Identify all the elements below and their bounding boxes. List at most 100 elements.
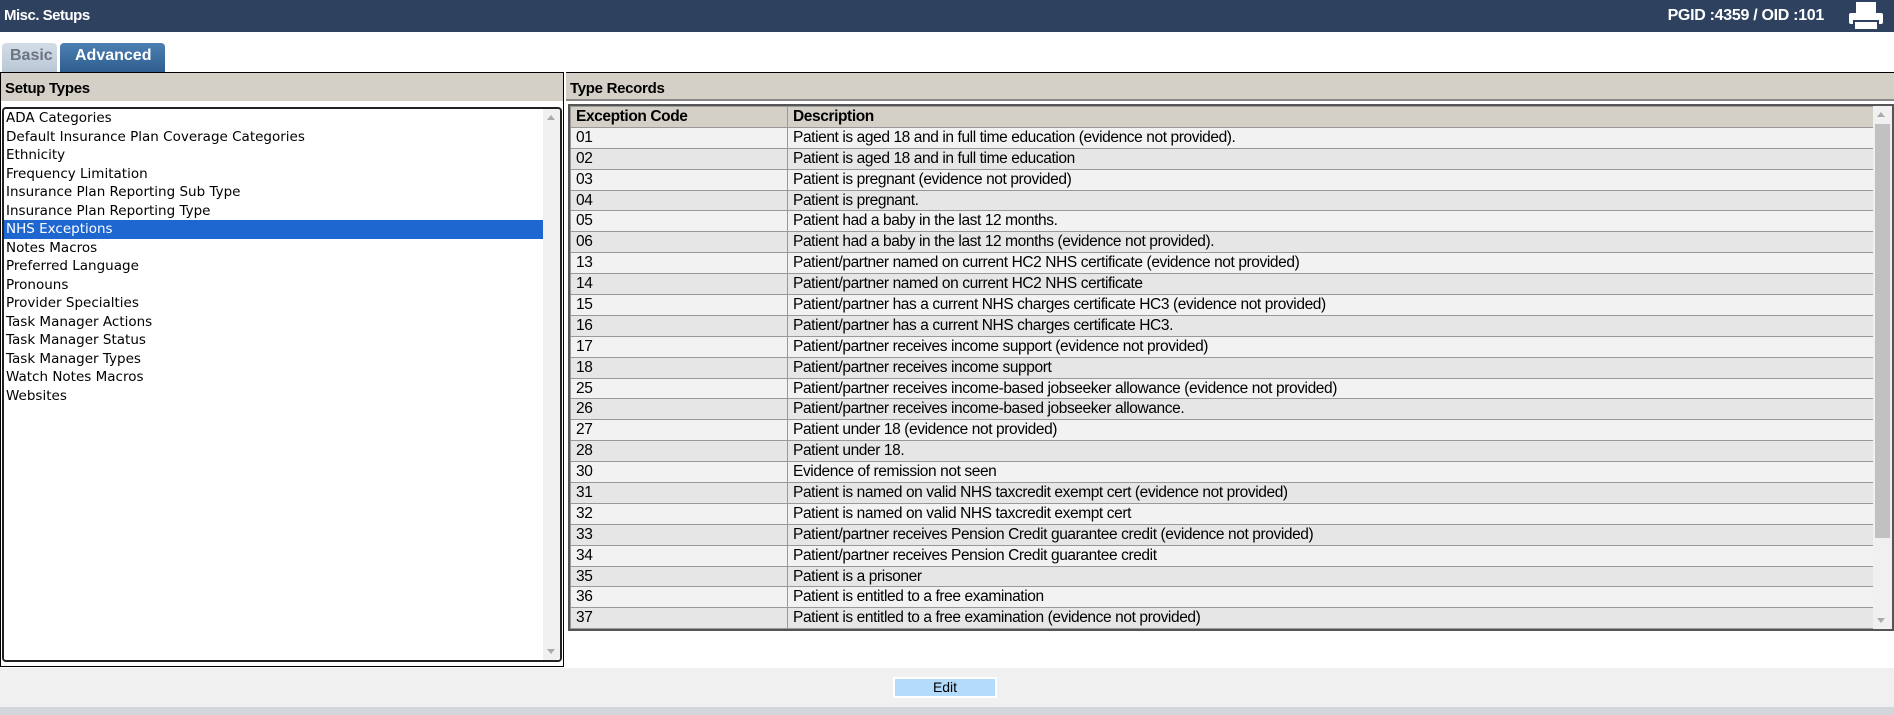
exception-code-cell: 34 xyxy=(570,544,788,567)
table-row[interactable]: 05 Patient had a baby in the last 12 mont… xyxy=(570,210,1875,233)
description-cell: Patient is entitled to a free examinatio… xyxy=(787,607,1875,629)
table-row[interactable]: 36 Patient is entitled to a free examinat… xyxy=(570,586,1875,609)
scroll-up-icon[interactable] xyxy=(1877,112,1885,117)
table-row[interactable]: 37 Patient is entitled to a free examinat… xyxy=(570,607,1875,629)
table-row[interactable]: 30 Evidence of remission not seen xyxy=(570,461,1875,484)
table-row[interactable]: 17 Patient/partner receives income suppor… xyxy=(570,335,1875,358)
description-cell: Patient/partner receives income support xyxy=(787,356,1875,379)
exception-code-cell: 37 xyxy=(570,607,788,629)
setup-type-item[interactable]: Task Manager Status xyxy=(6,332,146,348)
description-cell: Patient/partner receives Pension Credit … xyxy=(787,523,1875,546)
exception-code-cell: 33 xyxy=(570,523,788,546)
description-cell: Patient/partner receives income support … xyxy=(787,335,1875,358)
listbox-scrollbar[interactable] xyxy=(543,109,560,660)
setup-type-item[interactable]: Pronouns xyxy=(6,276,69,293)
scroll-down-icon[interactable] xyxy=(547,649,555,654)
scrollbar-thumb[interactable] xyxy=(1875,124,1890,538)
setup-type-item[interactable]: NHS Exceptions xyxy=(4,220,543,239)
exception-code-cell: 25 xyxy=(570,377,788,400)
column-header-description[interactable]: Description xyxy=(787,106,1875,128)
scroll-up-icon[interactable] xyxy=(547,115,555,120)
exception-code-cell: 13 xyxy=(570,252,788,275)
exception-code-cell: 32 xyxy=(570,502,788,525)
table-row[interactable]: 06 Patient had a baby in the last 12 mont… xyxy=(570,231,1875,254)
description-cell: Patient is pregnant. xyxy=(787,189,1875,212)
table-row[interactable]: 13 Patient/partner named on current HC2 N… xyxy=(570,252,1875,275)
table-row[interactable]: 26 Patient/partner receives income-based … xyxy=(570,398,1875,421)
table-row[interactable]: 18 Patient/partner receives income suppor… xyxy=(570,356,1875,379)
setup-type-item[interactable]: ADA Categories xyxy=(6,110,112,126)
exception-code-cell: 18 xyxy=(570,356,788,379)
scroll-down-icon[interactable] xyxy=(1877,618,1885,623)
app-header: Misc. Setups PGID :4359 / OID :101 xyxy=(0,0,1894,32)
pgid-oid-label: PGID :4359 / OID :101 xyxy=(1667,7,1825,24)
printer-icon[interactable] xyxy=(1846,1,1886,31)
exception-code-cell: 35 xyxy=(570,565,788,588)
exception-code-cell: 14 xyxy=(570,273,788,296)
description-cell: Patient/partner has a current NHS charge… xyxy=(787,314,1875,337)
setup-type-item[interactable]: Default Insurance Plan Coverage Categori… xyxy=(6,128,305,145)
description-cell: Patient under 18 (evidence not provided) xyxy=(787,419,1875,442)
description-cell: Patient/partner receives income-based jo… xyxy=(787,398,1875,421)
table-row[interactable]: 33 Patient/partner receives Pension Credi… xyxy=(570,523,1875,546)
description-cell: Patient/partner receives Pension Credit … xyxy=(787,544,1875,567)
description-cell: Patient had a baby in the last 12 months… xyxy=(787,231,1875,254)
setup-type-item[interactable]: Notes Macros xyxy=(6,239,98,256)
exception-code-cell: 27 xyxy=(570,419,788,442)
setup-type-item[interactable]: Provider Specialties xyxy=(6,295,139,311)
description-cell: Patient under 18. xyxy=(787,440,1875,463)
description-cell: Patient/partner receives income-based jo… xyxy=(787,377,1875,400)
description-cell: Patient is named on valid NHS taxcredit … xyxy=(787,482,1875,504)
exception-code-cell: 03 xyxy=(570,168,788,191)
table-row[interactable]: 28 Patient under 18. xyxy=(570,440,1875,463)
table-scrollbar[interactable] xyxy=(1873,106,1892,629)
tab-advanced[interactable]: Advanced xyxy=(60,43,165,72)
setup-type-item[interactable]: Insurance Plan Reporting Type xyxy=(6,202,211,219)
setup-type-item[interactable]: Preferred Language xyxy=(6,258,139,274)
setup-type-item[interactable]: Watch Notes Macros xyxy=(6,369,144,385)
setup-type-item[interactable]: Insurance Plan Reporting Sub Type xyxy=(6,184,241,200)
exception-code-cell: 17 xyxy=(570,335,788,358)
table-row[interactable]: 35 Patient is a prisoner xyxy=(570,565,1875,588)
setup-type-item[interactable]: Task Manager Types xyxy=(6,350,141,367)
table-row[interactable]: 27 Patient under 18 (evidence not provide… xyxy=(570,419,1875,442)
table-row[interactable]: 31 Patient is named on valid NHS taxcredi… xyxy=(570,482,1875,504)
exception-code-cell: 30 xyxy=(570,461,788,484)
description-cell: Evidence of remission not seen xyxy=(787,461,1875,484)
exception-code-cell: 31 xyxy=(570,482,788,504)
table-row[interactable]: 34 Patient/partner receives Pension Credi… xyxy=(570,544,1875,567)
edit-button[interactable]: Edit xyxy=(893,677,997,698)
description-cell: Patient/partner named on current HC2 NHS… xyxy=(787,273,1875,296)
description-cell: Patient is named on valid NHS taxcredit … xyxy=(787,502,1875,525)
table-row[interactable]: 04 Patient is pregnant. xyxy=(570,189,1875,212)
setup-type-item[interactable]: Websites xyxy=(6,387,67,404)
setup-type-item[interactable]: Task Manager Actions xyxy=(6,313,153,330)
table-row[interactable]: 02 Patient is aged 18 and in full time ed… xyxy=(570,147,1875,170)
table-row[interactable]: 01 Patient is aged 18 and in full time ed… xyxy=(570,126,1875,149)
type-records-title: Type Records xyxy=(566,73,1894,101)
tab-basic[interactable]: Basic xyxy=(2,43,57,72)
table-row[interactable]: 03 Patient is pregnant (evidence not prov… xyxy=(570,168,1875,191)
table-row[interactable]: 14 Patient/partner named on current HC2 N… xyxy=(570,273,1875,296)
exception-code-cell: 06 xyxy=(570,231,788,254)
description-cell: Patient is entitled to a free examinatio… xyxy=(787,586,1875,609)
setup-type-item[interactable]: Ethnicity xyxy=(6,147,66,163)
setup-types-panel: Setup Types ADA Categories Default Insura… xyxy=(0,72,564,667)
exception-code-cell: 16 xyxy=(570,314,788,337)
footer-bar: Edit xyxy=(0,668,1894,715)
bottom-strip xyxy=(0,707,1894,715)
setup-type-item[interactable]: Frequency Limitation xyxy=(6,165,148,182)
table-row[interactable]: 15 Patient/partner has a current NHS char… xyxy=(570,294,1875,316)
type-records-table: Exception Code Description 01 Patient is … xyxy=(568,104,1894,631)
page-title: Misc. Setups xyxy=(4,7,90,24)
setup-types-listbox[interactable]: ADA Categories Default Insurance Plan Cov… xyxy=(2,107,562,662)
table-row[interactable]: 25 Patient/partner receives income-based … xyxy=(570,377,1875,400)
table-row[interactable]: 16 Patient/partner has a current NHS char… xyxy=(570,314,1875,337)
exception-code-cell: 28 xyxy=(570,440,788,463)
exception-code-cell: 04 xyxy=(570,189,788,212)
column-header-exception-code[interactable]: Exception Code xyxy=(570,106,788,128)
description-cell: Patient is a prisoner xyxy=(787,565,1875,588)
description-cell: Patient is aged 18 and in full time educ… xyxy=(787,126,1875,149)
description-cell: Patient had a baby in the last 12 months… xyxy=(787,210,1875,233)
table-row[interactable]: 32 Patient is named on valid NHS taxcredi… xyxy=(570,502,1875,525)
